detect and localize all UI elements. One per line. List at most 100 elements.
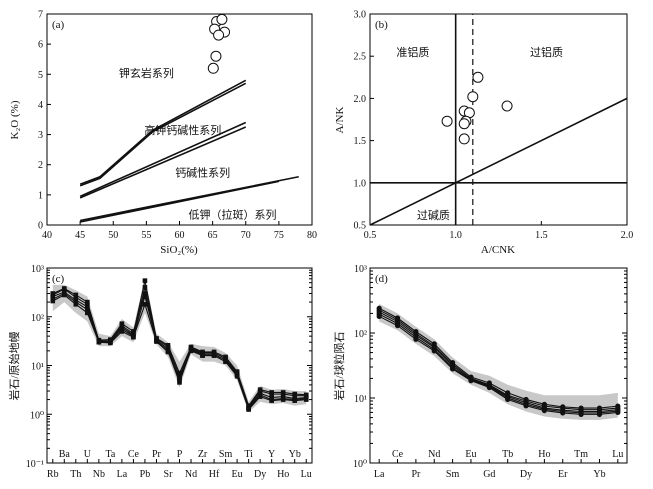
panel-b-label: (b): [375, 19, 388, 31]
panel-d-series-point: [486, 384, 492, 391]
panel-c-spider: (c) 岩石/原始地幔 10⁻¹10⁰10¹10²10³RbBaThUNbTaL…: [7, 264, 313, 480]
panel-c-element-label: Nb: [93, 469, 105, 480]
panel-b-ank-acnk: (b) A/CNK A/NK 0.5 1.0 1.5 2.0 0.5 1.0 1.5 2.0 2…: [334, 10, 633, 257]
panel-c-element-label: Dy: [254, 469, 266, 480]
panel-a-xtick-label: 45: [75, 230, 85, 241]
panel-d-ytick-label: 10⁰: [353, 459, 367, 470]
panel-c-ytick-label: 10¹: [31, 362, 44, 373]
panel-c-series-point: [280, 397, 286, 402]
panel-c-series-point: [269, 390, 274, 395]
panel-b-sample-point: [458, 133, 470, 145]
panel-b-ytick-label: 3.0: [354, 10, 367, 21]
panel-c-series-point: [211, 353, 217, 358]
panel-a-ytick-label: 3: [38, 130, 43, 141]
panel-c-series-point: [154, 336, 159, 341]
panel-d-series-point: [596, 411, 603, 417]
panel-c-series-point: [85, 299, 90, 305]
panel-c-series-point: [165, 342, 171, 348]
panel-c-series-point: [50, 298, 56, 304]
panel-d-element-label: Pr: [411, 469, 421, 480]
panel-b-xtick-label: 0.5: [364, 230, 377, 241]
panel-a-ytick-label: 0: [38, 221, 43, 232]
panel-c-series-point: [257, 387, 263, 392]
panel-c-series-point: [234, 369, 240, 374]
panel-c-series-point: [200, 349, 205, 355]
panel-b-ytick-label: 1.5: [354, 136, 367, 147]
panel-c-series-point: [223, 359, 228, 364]
panel-d-element-label: Er: [558, 469, 568, 480]
panel-c-element-label: Ti: [244, 449, 253, 460]
panel-c-element-label: Pr: [152, 449, 162, 460]
panel-c-element-label: Ta: [105, 449, 115, 460]
panel-b-field-label: 准铝质: [396, 45, 429, 59]
panel-c-series-point: [142, 278, 148, 283]
panel-b-sample-point: [441, 115, 453, 127]
panel-d-envelope: [379, 303, 618, 420]
panel-a-field-label: 高钾钙碱性系列: [144, 123, 221, 137]
panel-a-sample-point: [216, 13, 228, 25]
panel-c-element-label: La: [117, 469, 128, 480]
panel-b-sample-point: [458, 118, 470, 130]
panel-d-element-label: Sm: [446, 469, 460, 480]
panel-a-xlabel: SiO₂(%): [160, 244, 198, 256]
panel-a-xtick-label: 60: [175, 230, 185, 241]
panel-b-ytick-label: 2.5: [354, 52, 367, 63]
panel-c-element-label: Eu: [232, 469, 243, 480]
panel-a-ytick-label: 1: [38, 190, 43, 201]
panel-c-series-point: [61, 292, 67, 298]
panel-d-series-line: [378, 307, 618, 409]
panel-b-field-label: 过铝质: [530, 45, 563, 59]
panel-c-element-label: Th: [70, 469, 81, 480]
panel-c-series-point: [142, 302, 148, 307]
panel-a-boundary-line: [79, 121, 247, 198]
panel-c-label: (c): [52, 273, 65, 285]
panel-b-xlabel: A/CNK: [481, 244, 515, 256]
panel-c-series-point: [108, 340, 113, 346]
panel-d-label: (d): [375, 273, 388, 285]
panel-c-series-point: [96, 339, 102, 345]
panel-d-series-point: [431, 348, 437, 354]
panel-d-series-point: [376, 313, 382, 320]
panel-d-element-label: Ho: [538, 449, 550, 460]
panel-c-element-label: Zr: [198, 449, 208, 460]
panel-b-xtick-label: 1.0: [449, 230, 462, 241]
panel-c-element-label: P: [177, 449, 183, 460]
panel-c-ytick-label: 10²: [31, 313, 44, 324]
panel-c-series-line: [52, 287, 307, 407]
panel-c-series-point: [142, 285, 148, 290]
panel-c-element-label: Nd: [185, 469, 197, 480]
panel-d-series-point: [394, 322, 401, 329]
panel-d-series-line: [378, 309, 618, 411]
panel-c-series-point: [108, 337, 113, 342]
panel-d-series-point: [413, 336, 419, 342]
panel-b-ytick-label: 2.0: [354, 94, 367, 105]
panel-c-series-point: [165, 349, 171, 355]
panel-d-series-line: [378, 313, 618, 414]
panel-c-ytick-label: 10³: [31, 264, 44, 275]
panel-c-ylabel: 岩石/原始地幔: [7, 331, 21, 400]
panel-c-series-point: [50, 291, 56, 296]
panel-c-series-point: [119, 329, 125, 334]
panel-c-series-point: [119, 321, 125, 327]
panel-c-series-point: [177, 370, 182, 376]
panel-a-k2o-sio2: (a) SiO₂(%) K₂O (%) 40 45 50 55 60 65 70 75 8001…: [9, 10, 317, 257]
panel-c-series-point: [269, 398, 274, 403]
panel-c-series-point: [73, 302, 79, 307]
panel-d-ylabel: 岩石/球粒陨石: [332, 331, 346, 400]
panel-a-xtick-label: 50: [108, 230, 118, 241]
panel-c-series-point: [223, 354, 228, 360]
panel-d-element-label: Tb: [502, 449, 513, 460]
panel-d-element-label: La: [374, 469, 385, 480]
panel-d-series-point: [541, 407, 547, 414]
panel-c-series-line: [52, 280, 307, 409]
panel-a-sample-point: [207, 62, 219, 74]
panel-a-xtick-label: 65: [208, 230, 218, 241]
panel-c-series-point: [61, 286, 67, 291]
panel-a-sample-point: [213, 29, 225, 41]
panel-d-series-line: [378, 311, 618, 413]
panel-a-ytick-label: 5: [38, 70, 43, 81]
panel-a-ylabel: K₂O (%): [9, 100, 21, 139]
panel-d-element-label: Ce: [392, 449, 404, 460]
panel-b-ytick-label: 1.0: [354, 178, 367, 189]
